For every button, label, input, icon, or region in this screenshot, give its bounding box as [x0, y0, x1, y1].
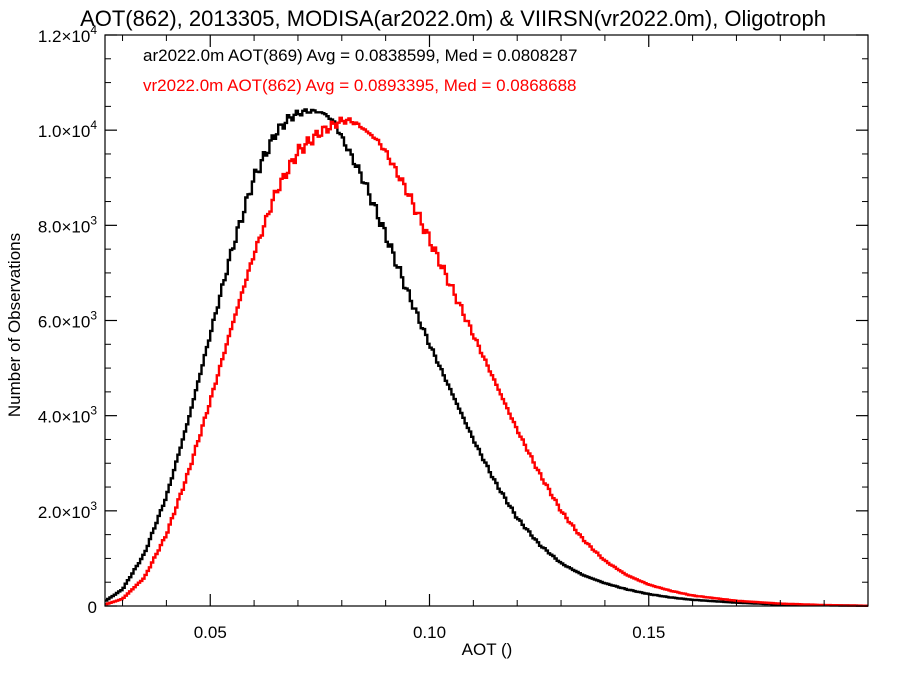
series-2-line: [105, 116, 868, 607]
legend: ar2022.0m AOT(869) Avg = 0.0838599, Med …: [143, 46, 577, 95]
chart-title: AOT(862), 2013305, MODISA(ar2022.0m) & V…: [80, 6, 826, 31]
legend-entry-2: vr2022.0m AOT(862) Avg = 0.0893395, Med …: [143, 76, 577, 95]
x-tick-label: 0.15: [632, 623, 665, 642]
axes-layer: 0.05 0.10 0.15 0 2.0×103 4.0×103 6.0×103 8.0×10…: [38, 23, 869, 642]
y-tick-label: 4.0×103: [38, 404, 97, 427]
x-tick-label: 0.05: [194, 623, 227, 642]
x-axis-label: AOT (): [462, 640, 513, 659]
y-tick-label: 1.2×104: [38, 23, 97, 46]
y-tick-label: 8.0×103: [38, 213, 97, 236]
y-tick-label: 2.0×103: [38, 499, 97, 522]
plot-frame: [104, 34, 869, 607]
series-layer: [105, 108, 868, 607]
y-tick-label: 1.0×104: [38, 118, 97, 141]
x-tick-label: 0.10: [413, 623, 446, 642]
series-1-line: [105, 108, 868, 607]
y-axis-label: Number of Observations: [5, 233, 24, 417]
y-tick-label: 0: [88, 598, 97, 617]
legend-entry-1: ar2022.0m AOT(869) Avg = 0.0838599, Med …: [143, 46, 577, 65]
y-tick-label: 6.0×103: [38, 309, 97, 332]
